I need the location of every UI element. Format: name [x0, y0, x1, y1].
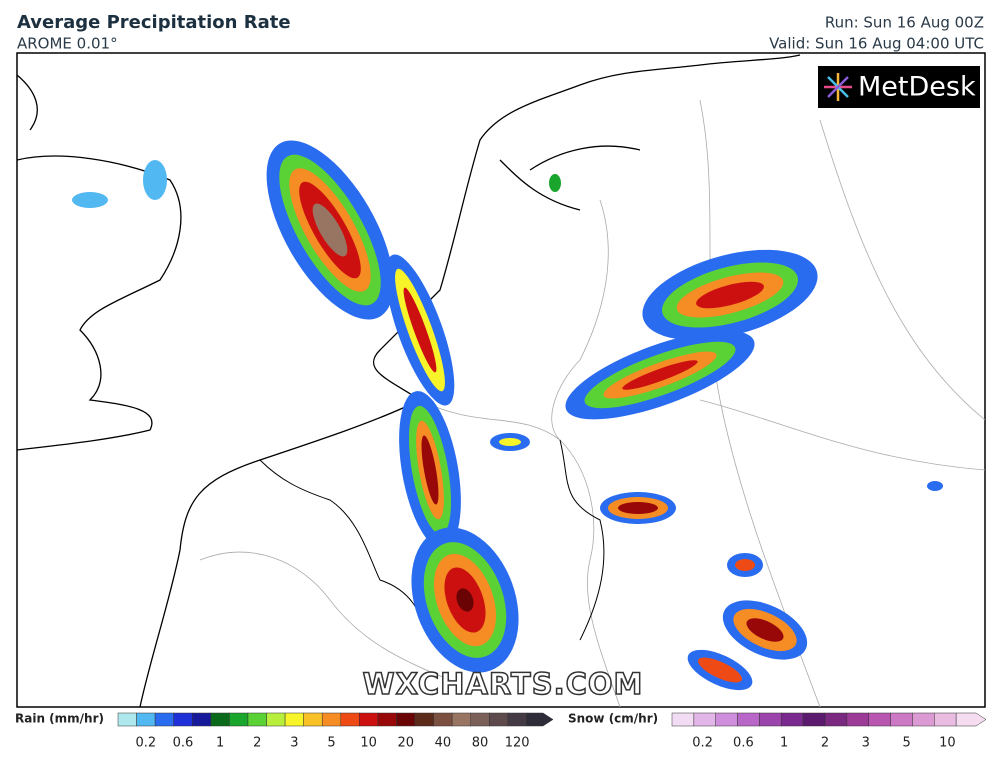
color-swatch	[526, 712, 554, 727]
snow-label: Snow (cm/hr)	[568, 712, 658, 726]
color-swatch	[671, 712, 695, 727]
color-swatch	[507, 712, 527, 727]
color-swatch	[377, 712, 397, 727]
color-swatch	[396, 712, 416, 727]
title: Average Precipitation Rate	[17, 12, 291, 33]
tick-label: 120	[505, 736, 530, 751]
color-swatch	[229, 712, 249, 727]
tick-label: 2	[253, 736, 261, 751]
map: MetDesk WXCHARTS.COM	[16, 52, 986, 708]
tick-label: 0.6	[173, 736, 194, 751]
tick-label: 10	[360, 736, 377, 751]
color-swatch	[451, 712, 471, 727]
rain-label: Rain (mm/hr)	[15, 712, 104, 726]
precipitation	[72, 140, 943, 691]
color-swatch	[846, 712, 869, 727]
valid: Valid: Sun 16 Aug 04:00 UTC	[769, 35, 984, 53]
color-swatch	[489, 712, 509, 727]
tick-label: 0.2	[136, 736, 157, 751]
color-swatch	[284, 712, 304, 727]
color-swatch	[890, 712, 913, 727]
tick-label: 3	[290, 736, 298, 751]
color-swatch	[955, 712, 987, 727]
run: Run: Sun 16 Aug 00Z	[825, 14, 984, 32]
color-swatch	[247, 712, 267, 727]
color-swatch	[192, 712, 212, 727]
color-swatch	[321, 712, 342, 727]
color-swatch	[868, 712, 891, 727]
color-swatch	[414, 712, 434, 727]
color-swatch	[759, 712, 782, 727]
color-swatch	[824, 712, 848, 727]
color-swatch	[934, 712, 957, 727]
color-swatch	[715, 712, 738, 727]
color-swatch	[154, 712, 174, 727]
color-swatch	[136, 712, 156, 727]
tick-label: 2	[821, 736, 829, 751]
color-swatch	[470, 712, 490, 727]
color-swatch	[266, 712, 286, 727]
watermark: WXCHARTS.COM	[363, 667, 644, 701]
tick-label: 40	[435, 736, 452, 751]
tick-label: 10	[939, 736, 956, 751]
color-swatch	[117, 712, 137, 727]
color-swatch	[340, 712, 360, 727]
color-swatch	[693, 712, 716, 727]
model: AROME 0.01°	[17, 35, 118, 53]
tick-label: 1	[780, 736, 788, 751]
color-swatch	[433, 712, 453, 727]
color-swatch	[359, 712, 379, 727]
color-swatch	[912, 712, 935, 727]
color-swatch	[210, 712, 230, 727]
color-swatch	[802, 712, 826, 727]
legend: Rain (mm/hr) Snow (cm/hr) 0.2 0.6 1 2 3 5 10 20…	[15, 712, 987, 751]
color-swatch	[173, 712, 193, 727]
tick-label: 5	[327, 736, 335, 751]
tick-label: 0.2	[692, 736, 713, 751]
color-swatch	[303, 712, 323, 727]
tick-label: 3	[862, 736, 870, 751]
color-swatch	[781, 712, 804, 727]
logo: MetDesk	[858, 72, 976, 103]
color-swatch	[737, 712, 760, 727]
tick-label: 5	[902, 736, 910, 751]
tick-label: 1	[216, 736, 224, 751]
tick-label: 80	[472, 736, 489, 751]
tick-label: 20	[397, 736, 414, 751]
tick-label: 0.6	[733, 736, 754, 751]
